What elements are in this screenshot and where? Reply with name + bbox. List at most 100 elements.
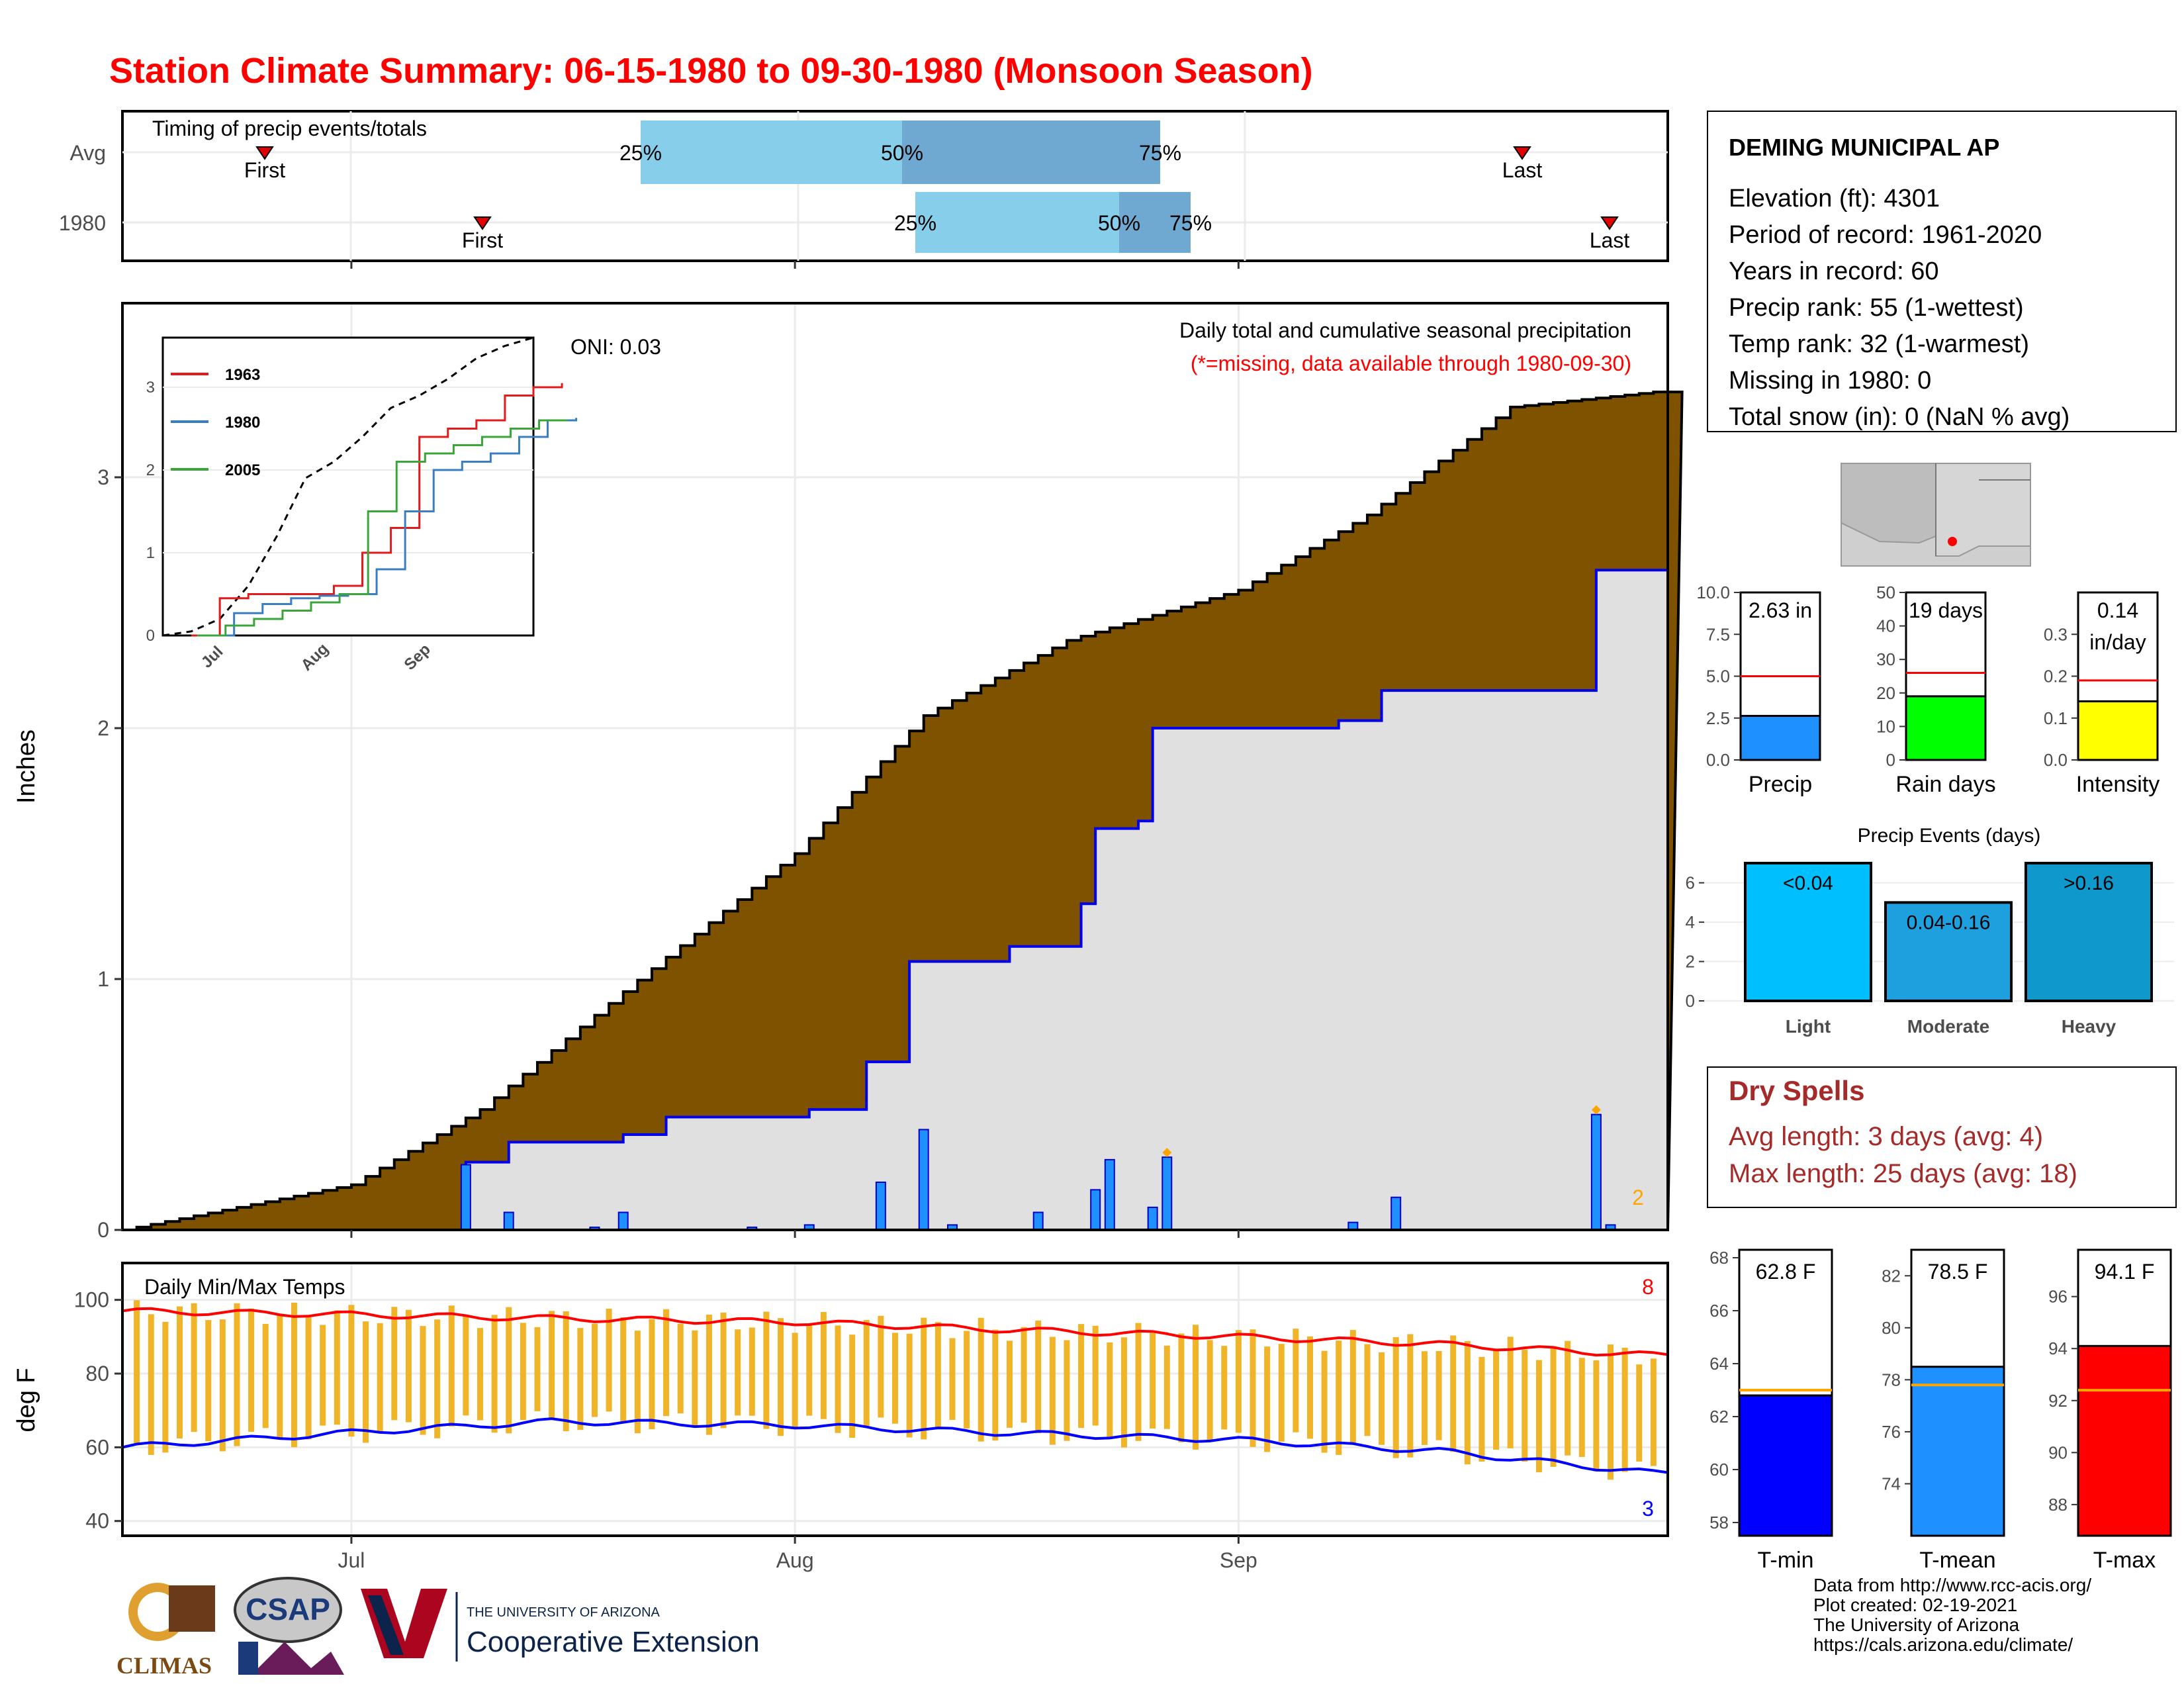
gauge-tick-label: 10	[1876, 716, 1895, 736]
station-info: DEMING MUNICIPAL AP Elevation (ft): 4301…	[1707, 111, 2177, 432]
daily-temp-bar	[964, 1331, 970, 1429]
daily-temp-bar	[934, 1322, 941, 1428]
daily-temp-bar	[1522, 1349, 1528, 1462]
daily-temp-bar	[320, 1325, 326, 1426]
inset-y-tick-label: 3	[146, 379, 155, 397]
gauge-tick-label: 0.0	[2044, 750, 2068, 770]
daily-temp-bar	[1608, 1344, 1614, 1480]
daily-temp-bar	[563, 1311, 569, 1432]
gauge-tick-label: 50	[1876, 583, 1895, 602]
station-info-line: Elevation (ft): 4301	[1729, 185, 1940, 212]
y-tick-label: 3	[97, 465, 109, 489]
locator-map	[1841, 463, 2031, 567]
x-tick-label: Jul	[338, 1548, 365, 1572]
daily-temp-bar	[1621, 1347, 1628, 1472]
daily-temp-bar	[1407, 1334, 1414, 1458]
avg-min-line	[122, 1417, 1668, 1474]
daily-precip-bar	[460, 1164, 471, 1231]
temp-gauge-tick-label: 58	[1709, 1513, 1729, 1532]
station-info-line: Total snow (in): 0 (NaN % avg)	[1729, 403, 2070, 431]
timing-avg-label: Avg	[69, 141, 106, 165]
daily-temp-bar	[148, 1314, 154, 1455]
station-info-line: Precip rank: 55 (1-wettest)	[1729, 294, 2024, 322]
y-tick-label: 60	[85, 1435, 109, 1459]
daily-temp-bar	[992, 1329, 999, 1441]
temp-gauge-tick-label: 90	[2048, 1442, 2068, 1462]
inset-average-line	[162, 336, 534, 637]
last-marker-icon	[1600, 216, 1619, 230]
timing-avg-p25: 25%	[619, 141, 662, 165]
daily-temp-bar	[1364, 1344, 1371, 1436]
daily-temp-bar	[1479, 1356, 1485, 1462]
inset-legend-label: 1963	[225, 366, 260, 384]
daily-precip-bar	[1090, 1189, 1101, 1231]
station-info-line: Period of record: 1961-2020	[1729, 221, 2042, 249]
daily-temp-bar	[1035, 1320, 1042, 1434]
gauge-tick-label: 30	[1876, 649, 1895, 669]
precip-panel-title: Daily total and cumulative seasonal prec…	[1179, 318, 1631, 342]
daily-temp-bar	[1206, 1340, 1213, 1441]
daily-temp-bar	[1306, 1336, 1313, 1439]
temp-gauge-tick-label: 64	[1709, 1354, 1729, 1374]
temp-gauge-tick-label: 66	[1709, 1301, 1729, 1321]
y-tick-label: 2	[97, 716, 109, 740]
gauge-tick-label: 0.0	[1706, 750, 1730, 770]
daily-precip-bar	[875, 1181, 886, 1231]
daily-temp-bar	[849, 1335, 856, 1438]
inset-series-line	[197, 419, 568, 637]
gauge-tick-label: 40	[1876, 616, 1895, 636]
daily-temp-bar	[620, 1317, 627, 1423]
oni-label: ONI: 0.03	[570, 335, 661, 359]
first-marker-icon	[473, 216, 492, 230]
temp-panel: Daily Min/Max Temps 8 3 deg F 406080100 …	[13, 261, 1669, 1572]
precip-event-range: 0.04-0.16	[1907, 912, 1991, 933]
daily-temp-bar	[835, 1325, 841, 1433]
daily-temp-bar	[606, 1308, 612, 1412]
daily-temp-bar	[806, 1323, 813, 1416]
gauge-value-unit: in/day	[2089, 630, 2146, 654]
daily-temp-bar	[705, 1314, 712, 1435]
daily-temp-bar	[234, 1303, 240, 1446]
y-tick-label: 100	[74, 1288, 109, 1312]
daily-temp-bar	[534, 1327, 541, 1411]
station-location-marker	[1948, 537, 1957, 546]
avg-max-line	[122, 1307, 1668, 1357]
csap-logo-text: CSAP	[246, 1592, 330, 1626]
temp-gauge-tick-label: 80	[1882, 1318, 1901, 1338]
daily-temp-bar	[663, 1309, 670, 1417]
y-tick-label: 40	[85, 1509, 109, 1533]
y-tick-label: 0	[97, 1218, 109, 1242]
temp-gauge-tick-label: 92	[2048, 1391, 2068, 1411]
daily-temp-bar	[291, 1302, 297, 1448]
gauge-value-bar	[1905, 695, 1987, 761]
daily-temp-bar	[363, 1321, 369, 1443]
gauge-value-bar	[1739, 714, 1821, 761]
daily-temp-bar	[1193, 1325, 1199, 1450]
timing-1980-p25: 25%	[894, 211, 936, 235]
ua-big-text: Cooperative Extension	[467, 1626, 760, 1658]
daily-temp-bar	[463, 1316, 469, 1416]
daily-temp-bar	[434, 1319, 441, 1438]
daily-temp-bar	[405, 1309, 412, 1423]
daily-precip-bar	[1147, 1206, 1158, 1231]
daily-precip-bar	[617, 1211, 629, 1231]
y-tick-label: 2	[1686, 952, 1695, 972]
temp-y-axis-label: deg F	[13, 1368, 40, 1432]
daily-temp-bar	[820, 1311, 827, 1419]
record-marker-icon	[1162, 1148, 1172, 1158]
daily-temp-bar	[1163, 1345, 1170, 1429]
y-tick-label: 80	[85, 1362, 109, 1385]
daily-temp-bar	[1392, 1337, 1399, 1458]
footer-line: Plot created: 02-19-2021	[1813, 1595, 2018, 1615]
gauge-tick-label: 10.0	[1696, 583, 1730, 602]
footer-line: https://cals.arizona.edu/climate/	[1813, 1634, 2073, 1655]
timing-title: Timing of precip events/totals	[152, 117, 427, 140]
daily-precip-bar	[1390, 1196, 1402, 1231]
gauge-tick-label: 5.0	[1706, 667, 1730, 686]
temp-gauge-value: 78.5 F	[1928, 1260, 1988, 1284]
precip-y-axis-label: Inches	[13, 729, 40, 804]
daily-temp-bar	[1565, 1340, 1571, 1456]
inset-series-line	[191, 383, 563, 637]
daily-temp-bar	[305, 1315, 312, 1440]
